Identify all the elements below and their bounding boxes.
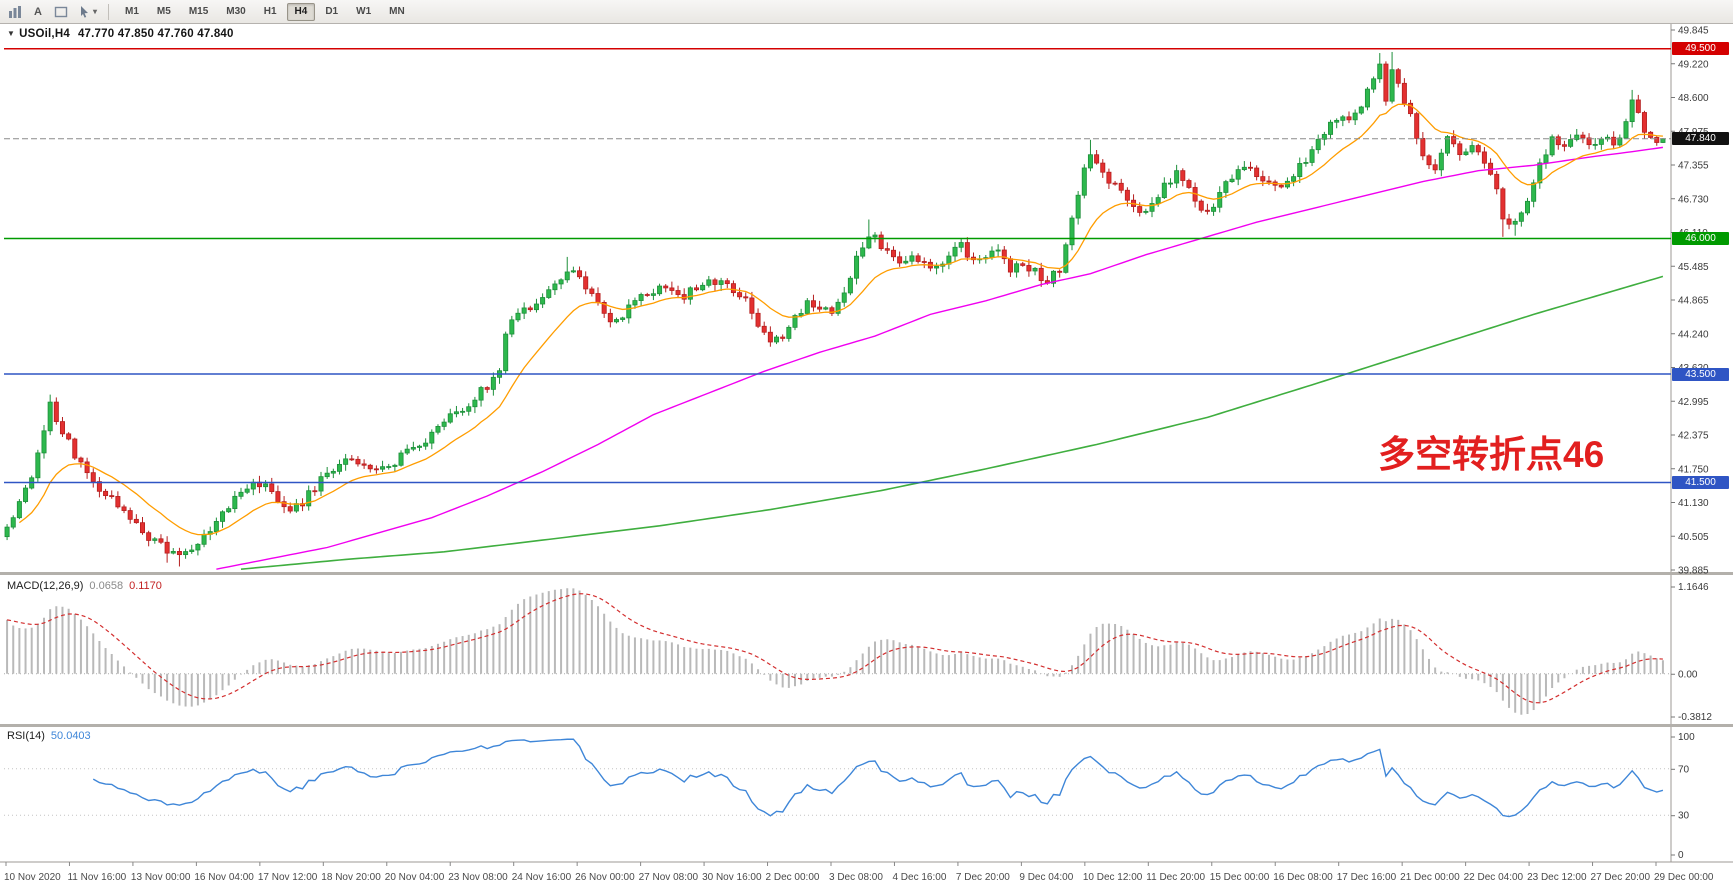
timeframe-button-mn[interactable]: MN xyxy=(381,3,413,21)
time-axis-label: 17 Nov 12:00 xyxy=(258,872,318,883)
cursor-text-button[interactable]: A xyxy=(28,2,48,22)
time-axis-label: 11 Dec 20:00 xyxy=(1146,872,1205,883)
y-axis-label: 44.865 xyxy=(1678,296,1709,307)
time-axis-label: 9 Dec 04:00 xyxy=(1019,872,1073,883)
rsi-axis-label: 100 xyxy=(1678,732,1695,743)
panel-backgrounds xyxy=(0,24,1733,892)
time-axis-label: 20 Nov 04:00 xyxy=(385,872,445,883)
timeframe-button-group: M1 M5 M15 M30 H1 H4 D1 W1 MN xyxy=(116,2,414,21)
ma-fast-line xyxy=(18,103,1663,536)
time-axis-label: 17 Dec 16:00 xyxy=(1337,872,1397,883)
candles-layer xyxy=(4,51,1666,567)
time-axis-label: 26 Nov 00:00 xyxy=(575,872,635,883)
time-axis-label: 23 Nov 08:00 xyxy=(448,872,508,883)
timeframe-button-m30[interactable]: M30 xyxy=(218,3,253,21)
time-axis-label: 23 Dec 12:00 xyxy=(1527,872,1587,883)
macd-panel: 1.1646 0.00 -0.3812 xyxy=(4,582,1712,723)
ma-slow-line xyxy=(240,275,1664,570)
y-axis-label: 49.220 xyxy=(1678,59,1709,70)
timeframe-button-m15[interactable]: M15 xyxy=(181,3,216,21)
time-axis-label: 27 Nov 08:00 xyxy=(639,872,699,883)
chart-area: 49.845 49.220 48.600 47.975 47.355 46.730 46.1… xyxy=(0,24,1733,892)
macd-axis-label: 1.1646 xyxy=(1678,582,1709,593)
y-axis-label: 44.240 xyxy=(1678,329,1709,340)
y-axis-label: 46.730 xyxy=(1678,194,1709,205)
toolbar-separator xyxy=(108,3,110,20)
pointer-tool-icon xyxy=(81,6,88,18)
time-axis-label: 18 Nov 20:00 xyxy=(321,872,381,883)
y-axis-label: 42.995 xyxy=(1678,397,1709,408)
y-axis-label: 40.505 xyxy=(1678,532,1709,543)
time-axis-label: 22 Dec 04:00 xyxy=(1464,872,1524,883)
timeframe-button-d1[interactable]: D1 xyxy=(317,3,346,21)
rsi-axis-label: 0 xyxy=(1678,850,1684,861)
time-axis-label: 4 Dec 16:00 xyxy=(892,872,946,883)
time-axis-label: 16 Nov 04:00 xyxy=(194,872,254,883)
time-axis-label: 24 Nov 16:00 xyxy=(512,872,572,883)
y-axis-label: 39.885 xyxy=(1678,566,1709,577)
rsi-axis-label: 70 xyxy=(1678,764,1690,775)
macd-axis-label: -0.3812 xyxy=(1678,712,1712,723)
time-axis-label: 10 Nov 2020 xyxy=(4,872,61,883)
time-axis-label: 10 Dec 12:00 xyxy=(1083,872,1143,883)
time-axis-label: 3 Dec 08:00 xyxy=(829,872,883,883)
y-axis-label: 41.130 xyxy=(1678,498,1709,509)
horizontal-level-lines xyxy=(4,47,1671,484)
y-axis-label: 48.600 xyxy=(1678,93,1709,104)
time-axis: 10 Nov 2020 11 Nov 16:00 13 Nov 00:00 16 No… xyxy=(4,862,1714,883)
timeframe-button-w1[interactable]: W1 xyxy=(348,3,379,21)
time-axis-label: 21 Dec 00:00 xyxy=(1400,872,1460,883)
timeframe-button-h4[interactable]: H4 xyxy=(286,2,316,21)
macd-axis-label: 0.00 xyxy=(1678,669,1698,680)
chart-bars-icon[interactable] xyxy=(4,2,26,22)
toolbar: A ▾ M1 M5 M15 M30 H1 H4 D1 W1 MN xyxy=(0,0,1733,24)
y-axis-label: 47.355 xyxy=(1678,161,1709,172)
time-axis-label: 29 Dec 00:00 xyxy=(1654,872,1714,883)
pointer-tool-button[interactable]: ▾ xyxy=(74,2,101,22)
chart-canvas[interactable]: 49.845 49.220 48.600 47.975 47.355 46.730 46.1… xyxy=(0,24,1733,892)
y-axis-label: 47.975 xyxy=(1678,127,1709,138)
ma-mid-line xyxy=(216,146,1664,570)
frame-icon-button[interactable] xyxy=(50,2,72,22)
rsi-axis-label: 30 xyxy=(1678,811,1690,822)
time-axis-label: 13 Nov 00:00 xyxy=(131,872,191,883)
y-axis-label: 46.110 xyxy=(1678,228,1708,239)
timeframe-button-m1[interactable]: M1 xyxy=(117,3,147,21)
y-axis-label: 42.375 xyxy=(1678,431,1709,442)
y-axis-label: 45.485 xyxy=(1678,262,1709,273)
chart-bars-icon-glyph xyxy=(9,5,21,18)
time-axis-label: 11 Nov 16:00 xyxy=(67,872,126,883)
ma-lines xyxy=(18,103,1664,570)
axis-separators xyxy=(0,24,1733,863)
timeframe-button-m5[interactable]: M5 xyxy=(149,3,179,21)
time-axis-label: 16 Dec 08:00 xyxy=(1273,872,1333,883)
y-axis-label: 49.845 xyxy=(1678,26,1709,37)
timeframe-button-h1[interactable]: H1 xyxy=(256,3,285,21)
time-axis-label: 27 Dec 20:00 xyxy=(1591,872,1651,883)
dropdown-arrow-icon: ▾ xyxy=(93,7,98,16)
y-axis-label: 43.620 xyxy=(1678,363,1709,374)
rsi-panel: 100 70 30 0 xyxy=(4,732,1695,861)
frame-icon xyxy=(54,6,68,17)
time-axis-label: 30 Nov 16:00 xyxy=(702,872,762,883)
time-axis-label: 7 Dec 20:00 xyxy=(956,872,1010,883)
y-axis-label: 41.750 xyxy=(1678,464,1709,475)
time-axis-label: 2 Dec 00:00 xyxy=(766,872,820,883)
time-axis-label: 15 Dec 00:00 xyxy=(1210,872,1270,883)
